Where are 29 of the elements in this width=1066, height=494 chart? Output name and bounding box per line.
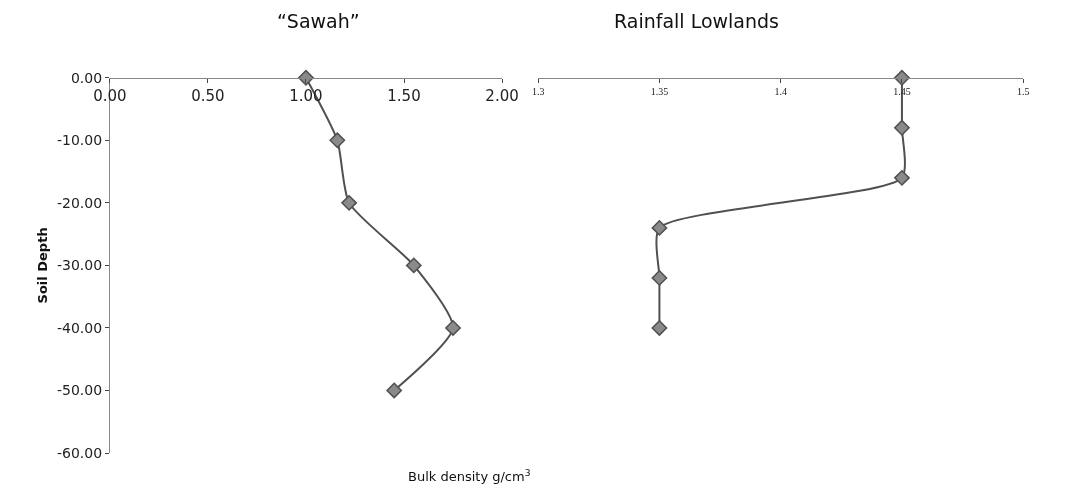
chart-title: Rainfall Lowlands bbox=[614, 10, 780, 32]
x-tick-label: 0.00 bbox=[93, 86, 127, 105]
point bbox=[341, 194, 357, 211]
point bbox=[651, 270, 668, 286]
chart-title: “Sawah” bbox=[277, 10, 360, 32]
x-tick-label: 1.5 bbox=[1016, 85, 1030, 97]
y-tick-label: -50.00 bbox=[56, 382, 103, 399]
x-tick-label: 1.50 bbox=[387, 86, 421, 105]
x-axis-title: Bulk density g/cm$^{3}$ bbox=[408, 468, 531, 485]
x-tick-label: 1.3 bbox=[531, 85, 545, 97]
y-tick-label: 0.00 bbox=[70, 69, 103, 86]
x-tick-label: 0.50 bbox=[191, 86, 225, 105]
point bbox=[651, 219, 668, 236]
y-tick-label: -60.00 bbox=[56, 444, 103, 461]
x-tick-label: 2.00 bbox=[485, 86, 519, 105]
y-axis-title: Soil Depth bbox=[34, 227, 50, 304]
y-tick-label: -10.00 bbox=[56, 132, 103, 149]
x-tick-label: 1.35 bbox=[650, 85, 669, 97]
point bbox=[894, 119, 910, 136]
y-tick-label: -40.00 bbox=[56, 319, 103, 336]
point bbox=[329, 132, 346, 149]
point bbox=[386, 382, 403, 399]
point bbox=[405, 257, 422, 274]
point bbox=[894, 169, 910, 186]
y-tick-label: -20.00 bbox=[56, 194, 103, 211]
point bbox=[651, 320, 668, 336]
x-tick-label: 1.4 bbox=[774, 85, 787, 97]
point bbox=[445, 320, 461, 336]
y-tick-label: -30.00 bbox=[56, 257, 103, 274]
